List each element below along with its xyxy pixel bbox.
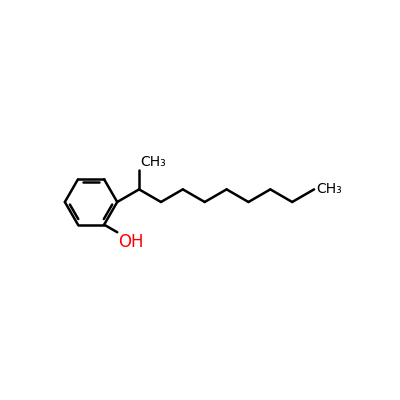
Text: OH: OH [118,233,144,251]
Text: CH₃: CH₃ [316,182,342,196]
Text: CH₃: CH₃ [140,155,166,169]
